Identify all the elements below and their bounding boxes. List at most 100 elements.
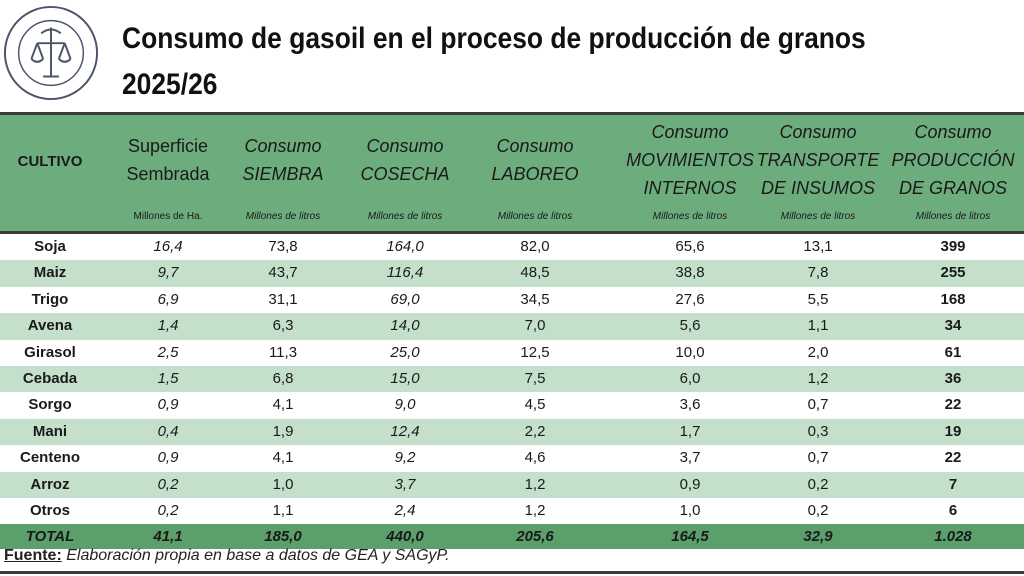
crop-name: Avena [27,317,73,335]
table-cell: 440,0 [386,528,424,546]
table-cell: 2,2 [524,422,546,440]
table-row: Soja 16,4 73,8 164,0 82,0 65,6 13,1 399 [0,234,1024,260]
table-cell: 3,7 [679,449,701,467]
crop-name: Cebada [22,369,78,387]
table-cell: 2,4 [394,501,416,519]
table-cell: 164,5 [671,528,709,546]
crop-name: Otros [29,501,71,519]
table-cell: 0,7 [807,449,829,467]
table-cell: 0,2 [157,475,179,493]
table-cell: 10,0 [675,343,705,361]
column-unit: Millones de litros [245,211,321,222]
table-cell: 41,1 [153,528,183,546]
column-unit: Millones de litros [497,211,573,222]
table-cell: 7,5 [524,369,546,387]
table-cell: 6 [948,501,958,519]
table-cell: 25,0 [390,343,420,361]
table-cell: 12,5 [520,343,550,361]
table-cell: 31,1 [268,290,298,308]
title-line-2: 2025/26 [122,68,218,101]
table-header: CULTIVO Superficie Sembrada Millones de Ha.… [0,112,1024,234]
column-title-line: SIEMBRA [242,164,324,184]
table-row: Cebada 1,5 6,8 15,0 7,5 6,0 1,2 36 [0,365,1024,393]
table-cell: 0,9 [679,475,701,493]
table-cell: 399 [940,238,966,255]
table-row: Otros 0,2 1,1 2,4 1,2 1,0 0,2 6 [0,498,1024,524]
table-cell: 48,5 [520,264,550,282]
table-cell: 1,7 [679,422,701,440]
consumption-table: CULTIVO Superficie Sembrada Millones de Ha.… [0,112,1024,550]
table-row: Centeno 0,9 4,1 9,2 4,6 3,7 0,7 22 [0,445,1024,471]
table-row: Avena 1,4 6,3 14,0 7,0 5,6 1,1 34 [0,313,1024,340]
table-cell: 3,7 [394,475,416,493]
table-cell: 0,9 [157,396,179,414]
table-cell: 61 [944,343,962,361]
table-cell: 13,1 [803,238,833,255]
table-cell: 15,0 [390,369,420,387]
table-cell: 9,0 [394,396,416,414]
column-unit: Millones de litros [367,211,443,222]
table-cell: 69,0 [390,290,420,308]
column-title-line: LABOREO [491,164,579,184]
table-cell: 34,5 [520,290,550,308]
table-cell: 0,3 [807,422,829,440]
table-cell: 1,1 [272,501,294,519]
table-cell: 1.028 [934,528,972,546]
column-header: Consumo SIEMBRA Millones de litros [223,115,343,231]
table-body: Soja 16,4 73,8 164,0 82,0 65,6 13,1 399 Maiz 9,7 4… [0,234,1024,550]
table-cell: 2,5 [157,343,179,361]
column-title-line: COSECHA [360,164,450,184]
crop-name: Centeno [20,449,80,467]
table-cell: 1,0 [679,501,701,519]
table-cell: 6,0 [679,369,701,387]
table-cell: 164,0 [386,238,424,255]
column-header: Consumo TRANSPORTE DE INSUMOS Millones de l… [753,115,883,231]
table-cell: 3,6 [679,396,701,414]
column-title-line: MOVIMIENTOS [626,150,754,170]
table-cell: 16,4 [153,238,183,255]
column-title-line: INTERNOS [643,178,737,198]
table-cell: 1,0 [272,475,294,493]
table-cell: 2,0 [807,343,829,361]
column-title-line: Consumo [914,122,992,142]
total-row: TOTAL 41,1 185,0 440,0 205,6 164,5 32,9 1.028 [0,524,1024,550]
column-title-line: PRODUCCIÓN [891,150,1015,170]
column-header: CULTIVO [0,115,100,231]
table-cell: 6,3 [272,317,294,335]
table-cell: 82,0 [520,238,550,255]
table-cell: 185,0 [264,528,302,546]
table-cell: 0,7 [807,396,829,414]
bottom-rule [0,571,1024,574]
crop-name: Sorgo [28,396,72,414]
table-cell: 0,2 [157,501,179,519]
table-cell: 19 [944,422,962,440]
column-title-line: Consumo [496,136,574,156]
table-cell: 1,9 [272,422,294,440]
column-unit: Millones de litros [652,211,728,222]
table-row: Trigo 6,9 31,1 69,0 34,5 27,6 5,5 168 [0,287,1024,313]
table-cell: 43,7 [268,264,298,282]
table-cell: 5,5 [807,290,829,308]
table-cell: 0,2 [807,475,829,493]
column-header: Superficie Sembrada Millones de Ha. [108,115,228,231]
crop-name: Arroz [30,475,70,493]
table-cell: 11,3 [268,343,298,361]
table-cell: 4,6 [524,449,546,467]
table-cell: 65,6 [675,238,705,255]
table-cell: 73,8 [268,238,298,255]
table-cell: 6,9 [157,290,179,308]
title-line-1: Consumo de gasoil en el proceso de produ… [122,22,866,55]
table-cell: 4,1 [272,396,294,414]
table-cell: 255 [940,264,966,282]
table-cell: 116,4 [386,264,424,282]
column-header: Consumo LABOREO Millones de litros [470,115,600,231]
table-cell: 6,8 [272,369,294,387]
table-cell: 36 [944,369,962,387]
table-cell: 1,5 [157,369,179,387]
table-cell: 1,4 [157,317,179,335]
table-cell: 38,8 [675,264,705,282]
column-title-line: Consumo [244,136,322,156]
table-cell: 7 [948,475,958,493]
source-note: Fuente: Elaboración propia en base a dat… [4,547,450,565]
table-row: Arroz 0,2 1,0 3,7 1,2 0,9 0,2 7 [0,471,1024,498]
